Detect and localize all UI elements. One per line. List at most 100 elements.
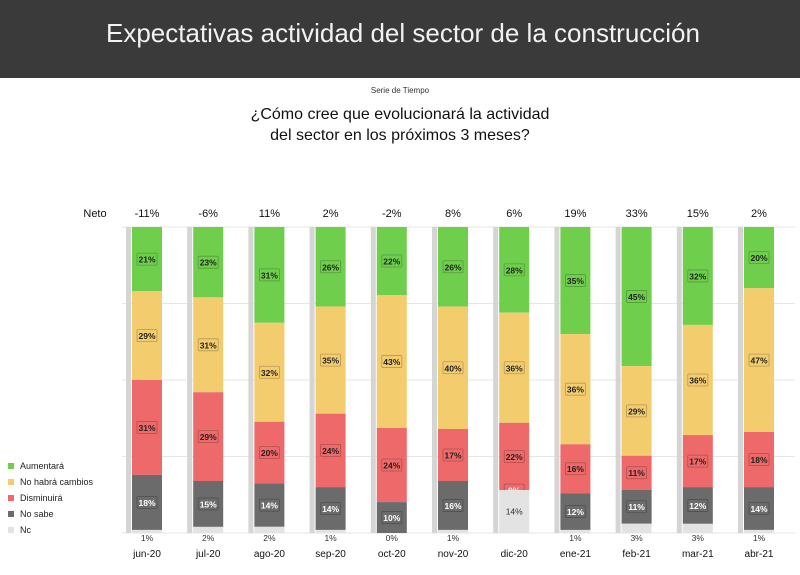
legend-swatch-disminuira <box>8 495 14 501</box>
neto-value: -2% <box>382 208 402 220</box>
data-label-box <box>503 263 525 277</box>
data-label-disminuira: 18% <box>750 455 767 465</box>
data-label-aumentara: 32% <box>689 271 706 281</box>
bar-segment-no_habra_cambios <box>438 306 468 429</box>
data-label-box <box>565 505 586 518</box>
data-label-disminuira: 29% <box>200 432 217 442</box>
data-label-nc: 1% <box>569 533 582 543</box>
data-label-box <box>503 361 525 375</box>
bar-segment-disminuira <box>499 422 530 491</box>
bar-segment-nc <box>254 526 285 533</box>
bar-segment-nc <box>438 529 468 533</box>
neto-value: 2% <box>751 208 767 220</box>
neto-value: 15% <box>687 208 709 220</box>
neto-value: 6% <box>506 208 522 220</box>
x-tick-label: mar-21 <box>682 549 714 560</box>
data-label-box <box>136 421 158 434</box>
data-label-nc: 1% <box>141 533 154 543</box>
bar-segment-aumentara <box>499 227 530 313</box>
data-label-disminuira: 11% <box>628 468 645 478</box>
data-label-no_habra_cambios: 32% <box>261 368 278 378</box>
data-label-no_sabe: 14% <box>750 504 767 514</box>
data-label-nc: 3% <box>692 533 705 543</box>
legend-swatch-no-sabe <box>8 511 14 517</box>
data-label-no_sabe: 14% <box>322 504 339 514</box>
data-label-box <box>626 290 647 303</box>
legend-label-no-habra-cambios: No habrá cambios <box>20 477 94 487</box>
neto-value: 2% <box>323 208 339 220</box>
data-label-no_habra_cambios: 40% <box>444 363 461 373</box>
bar-segment-disminuira <box>744 432 774 488</box>
bar-side-shadow <box>126 227 131 533</box>
data-label-nc: 1% <box>447 533 460 543</box>
bar-side-shadow <box>370 227 376 533</box>
data-label-no_sabe: 11% <box>628 502 645 512</box>
data-label-nc: 2% <box>202 533 215 543</box>
data-label-box <box>258 365 280 379</box>
bar-segment-aumentara <box>682 227 713 325</box>
legend-swatch-no-habra-cambios <box>8 479 14 485</box>
bar-segment-aumentara <box>254 227 285 323</box>
data-label-nc: 1% <box>324 533 337 543</box>
data-label-disminuira: 22% <box>506 452 523 462</box>
data-label-nc: 1% <box>753 533 766 543</box>
bar-segment-nc <box>560 529 591 533</box>
data-label-aumentara: 22% <box>383 257 400 267</box>
data-label-aumentara: 20% <box>750 253 767 263</box>
data-label-box <box>748 251 770 265</box>
bar-segment-no_sabe <box>621 489 652 524</box>
data-label-box <box>748 502 770 515</box>
data-label-no_habra_cambios: 29% <box>628 406 645 416</box>
data-label-box <box>503 450 525 463</box>
bar-segment-no_sabe <box>438 480 468 530</box>
legend-item-aumentara: Aumentará <box>8 458 93 474</box>
bar-segment-aumentara <box>193 227 224 298</box>
data-label-aumentara: 35% <box>567 276 584 286</box>
data-label-box <box>442 361 464 375</box>
data-label-no_sabe: 15% <box>200 499 217 509</box>
x-tick-label: dic-20 <box>501 549 529 560</box>
bar-segment-no_habra_cambios <box>315 306 346 414</box>
chart-question: ¿Cómo cree que evolucionará la actividad… <box>0 104 800 146</box>
data-label-aumentara: 26% <box>444 262 461 272</box>
data-label-box <box>687 269 709 283</box>
bar-segment-disminuira <box>193 392 224 481</box>
bar-segment-nc <box>132 529 162 533</box>
data-label-box <box>565 274 586 287</box>
data-label-box <box>626 466 647 480</box>
legend-item-disminuira: Disminuirá <box>8 490 93 506</box>
bar-segment-nc <box>682 523 713 533</box>
data-label-nc: 14% <box>506 507 523 517</box>
bar-segment-no_sabe <box>132 474 162 530</box>
x-tick-label: sep-20 <box>315 549 346 560</box>
bar-segment-disminuira <box>438 428 468 481</box>
legend-item-nc: Nc <box>8 522 93 538</box>
data-label-no_sabe: 16% <box>444 501 461 511</box>
neto-value: -6% <box>198 208 218 220</box>
data-label-aumentara: 26% <box>322 262 339 272</box>
header-bar: Expectativas actividad del sector de la … <box>0 0 800 78</box>
x-tick-label: jul-20 <box>195 549 221 560</box>
data-label-disminuira: 17% <box>689 457 706 467</box>
bar-segment-no_habra_cambios <box>560 334 591 445</box>
neto-label: Neto <box>83 208 106 220</box>
data-label-aumentara: 31% <box>261 270 278 280</box>
bar-side-shadow <box>493 227 499 533</box>
data-label-disminuira: 20% <box>261 448 278 458</box>
neto-value: 33% <box>626 208 648 220</box>
data-label-box <box>136 329 158 343</box>
data-label-box <box>136 495 158 509</box>
bar-segment-aumentara <box>376 227 407 295</box>
neto-value: 8% <box>445 208 461 220</box>
bar-segment-no_sabe <box>315 487 346 530</box>
data-label-box <box>197 430 219 444</box>
legend-label-nc: Nc <box>20 525 31 535</box>
data-label-box <box>442 260 464 274</box>
bar-side-shadow <box>432 227 437 533</box>
data-label-aumentara: 21% <box>138 255 155 265</box>
data-label-box <box>687 454 709 468</box>
bar-segment-no_sabe <box>376 502 407 533</box>
neto-value: -11% <box>135 208 160 220</box>
data-label-box <box>442 499 464 512</box>
bar-segment-nc <box>499 490 530 533</box>
